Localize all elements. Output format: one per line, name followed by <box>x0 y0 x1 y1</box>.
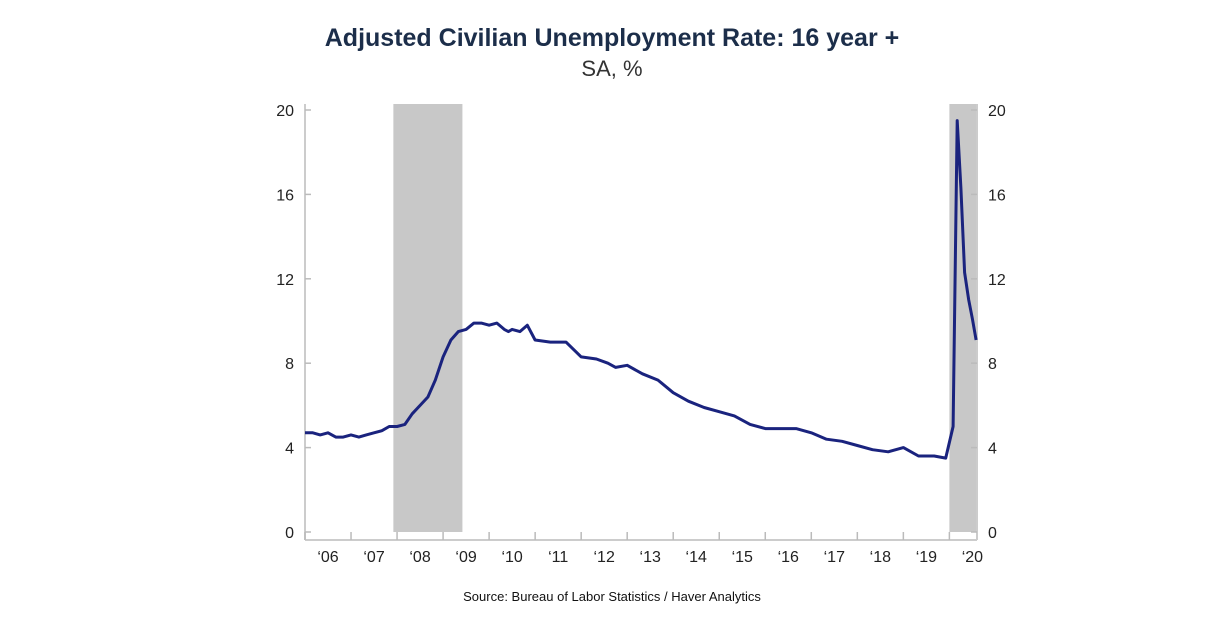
x-tick-label: ‘15 <box>732 549 753 566</box>
x-tick-label: ‘18 <box>870 549 891 566</box>
x-tick-label: ‘17 <box>824 549 845 566</box>
recession-shading-group <box>393 104 977 532</box>
axes-group <box>304 104 978 541</box>
x-tick-label: ‘08 <box>409 549 430 566</box>
chart-title: Adjusted Civilian Unemployment Rate: 16 … <box>324 24 900 52</box>
right-y-tick-label: 12 <box>988 272 1006 289</box>
x-tick-label: ‘06 <box>317 549 338 566</box>
left-y-tick-label: 12 <box>276 272 294 289</box>
chart-subtitle: SA, % <box>581 56 643 81</box>
x-tick-label: ‘20 <box>962 549 983 566</box>
ticks-group: 0 0 4 4 8 8 12 12 16 16 20 20 ‘06 ‘07 ‘08 ‘09 ‘10 ‘11 ‘12 ‘… <box>276 103 1006 566</box>
right-y-tick-label: 16 <box>988 187 1006 204</box>
x-tick-label: ‘13 <box>640 549 661 566</box>
recession-band-0 <box>393 104 463 532</box>
unemployment-rate-line <box>305 119 978 460</box>
x-tick-label: ‘16 <box>778 549 799 566</box>
x-tick-label: ‘12 <box>593 549 614 566</box>
right-y-tick-label: 8 <box>988 356 997 373</box>
right-y-tick-label: 20 <box>988 103 1006 120</box>
left-y-tick-label: 16 <box>276 187 294 204</box>
x-tick-label: ‘11 <box>548 549 568 566</box>
left-y-tick-label: 4 <box>285 441 294 458</box>
right-y-tick-label: 4 <box>988 441 997 458</box>
right-y-tick-label: 0 <box>988 525 997 542</box>
left-y-tick-label: 20 <box>276 103 294 120</box>
x-tick-label: ‘10 <box>501 549 522 566</box>
chart-source: Source: Bureau of Labor Statistics / Hav… <box>463 589 761 604</box>
x-tick-label: ‘14 <box>686 549 707 566</box>
x-tick-label: ‘07 <box>363 549 384 566</box>
left-y-tick-label: 0 <box>285 525 294 542</box>
series-group <box>305 119 978 460</box>
x-tick-label: ‘19 <box>916 549 937 566</box>
x-tick-label: ‘09 <box>455 549 476 566</box>
left-y-tick-label: 8 <box>285 356 294 373</box>
